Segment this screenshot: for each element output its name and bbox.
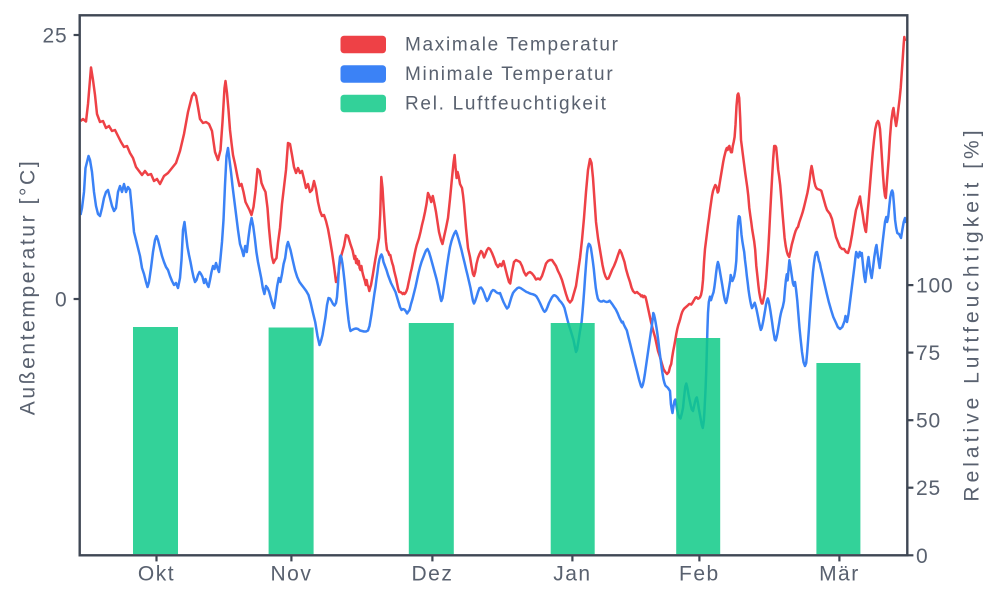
svg-text:75: 75 bbox=[916, 342, 941, 365]
svg-text:Mär: Mär bbox=[819, 563, 860, 586]
svg-text:25: 25 bbox=[43, 25, 68, 48]
svg-text:Rel. Luftfeuchtigkeit: Rel. Luftfeuchtigkeit bbox=[405, 93, 608, 114]
svg-text:Außentemperatur [°C]: Außentemperatur [°C] bbox=[17, 159, 40, 415]
svg-text:Nov: Nov bbox=[270, 563, 312, 586]
svg-text:100: 100 bbox=[916, 275, 953, 298]
svg-text:50: 50 bbox=[916, 410, 941, 433]
svg-text:Okt: Okt bbox=[138, 563, 175, 586]
svg-text:Maximale Temperatur: Maximale Temperatur bbox=[405, 34, 620, 55]
svg-text:25: 25 bbox=[916, 477, 941, 500]
svg-text:Feb: Feb bbox=[679, 563, 720, 586]
svg-text:Minimale Temperatur: Minimale Temperatur bbox=[405, 64, 614, 85]
svg-text:Dez: Dez bbox=[411, 563, 453, 586]
svg-text:Relative Luftfeuchtigkeit [%]: Relative Luftfeuchtigkeit [%] bbox=[961, 126, 984, 501]
svg-text:Jan: Jan bbox=[553, 563, 591, 586]
svg-text:0: 0 bbox=[55, 289, 67, 312]
svg-text:0: 0 bbox=[916, 545, 928, 568]
